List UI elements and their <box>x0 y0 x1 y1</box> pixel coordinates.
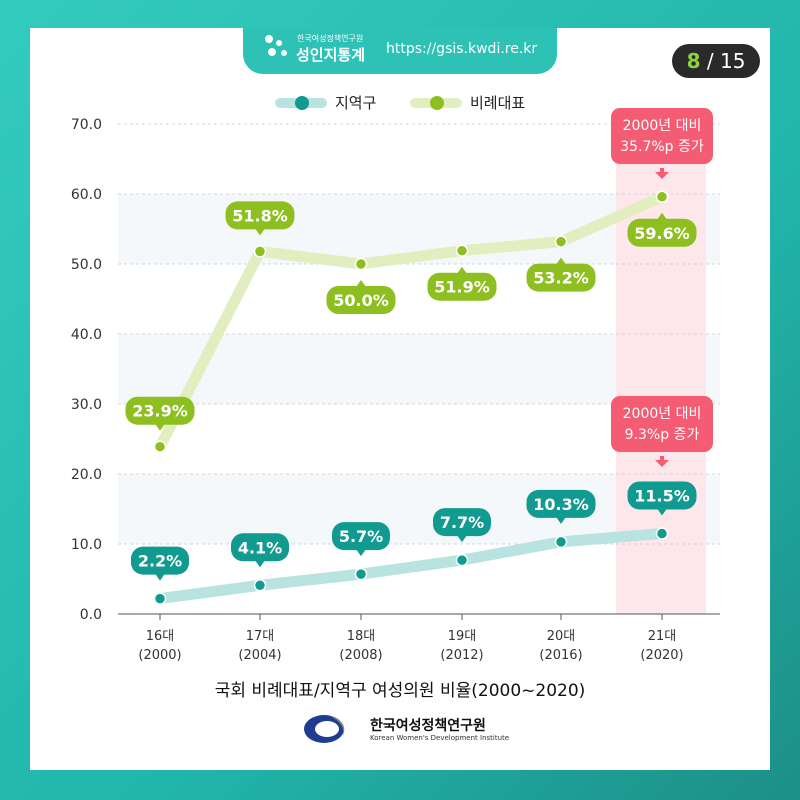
svg-text:51.9%: 51.9% <box>434 278 490 297</box>
svg-text:5.7%: 5.7% <box>339 527 383 546</box>
y-tick-label: 20.0 <box>71 467 102 483</box>
series-line-district <box>154 528 668 605</box>
data-point-district <box>354 567 368 581</box>
chart-title: 국회 비례대표/지역구 여성의원 비율(2000~2020) <box>214 681 586 701</box>
data-point-district <box>153 592 167 605</box>
x-tick-label: 20대 (2016) <box>539 629 582 663</box>
data-point-district <box>554 535 568 549</box>
svg-text:2.2%: 2.2% <box>138 552 182 571</box>
data-label-district: 10.3% <box>526 489 596 524</box>
legend-swatch-district <box>275 95 327 110</box>
data-label-proportional: 59.6% <box>627 212 697 247</box>
footer-org-korean: 한국여성정책연구원 <box>370 718 486 734</box>
svg-text:51.8%: 51.8% <box>232 206 288 225</box>
y-tick-label: 70.0 <box>71 117 102 133</box>
data-label-proportional: 23.9% <box>125 396 195 431</box>
data-label-district: 2.2% <box>131 546 189 581</box>
legend-item-district: 지역구 <box>275 92 376 113</box>
svg-text:9.3%p 증가: 9.3%p 증가 <box>625 427 700 443</box>
page-current: 8 <box>686 49 701 73</box>
y-tick-label: 30.0 <box>71 397 102 413</box>
data-label-proportional: 50.0% <box>326 280 396 314</box>
svg-text:2000년 대비: 2000년 대비 <box>623 118 702 134</box>
data-point-district <box>253 579 267 592</box>
data-label-proportional: 51.9% <box>427 266 497 301</box>
x-tick-label: 21대 (2020) <box>640 629 683 663</box>
data-point-proportional <box>455 244 469 257</box>
svg-text:53.2%: 53.2% <box>533 269 589 288</box>
header-tab <box>243 28 557 74</box>
chart-legend: 지역구 비례대표 <box>0 92 800 116</box>
legend-label-district: 지역구 <box>335 94 377 112</box>
brand-name: 성인지통계 <box>296 46 366 64</box>
data-point-proportional <box>554 235 568 248</box>
data-point-proportional <box>354 257 368 271</box>
kwdi-logo-icon <box>304 715 345 743</box>
x-tick-label: 19대 (2012) <box>440 629 483 663</box>
data-point-proportional <box>153 440 167 453</box>
svg-text:23.9%: 23.9% <box>132 402 188 421</box>
y-tick-label: 60.0 <box>71 187 102 203</box>
legend-item-proportional: 비례대표 <box>410 92 525 113</box>
data-label-district: 11.5% <box>627 481 697 516</box>
x-tick-label: 17대 (2004) <box>238 629 281 663</box>
svg-text:2000년 대비: 2000년 대비 <box>623 406 702 422</box>
page-total: 15 <box>719 49 746 73</box>
increase-callout: 2000년 대비 9.3%p 증가 <box>611 396 713 467</box>
brand-org-small: 한국여성정책연구원 <box>297 34 364 43</box>
data-label-proportional: 53.2% <box>526 257 596 292</box>
page-separator: / <box>706 49 714 73</box>
legend-label-proportional: 비례대표 <box>470 94 526 112</box>
y-tick-label: 0.0 <box>80 607 102 623</box>
data-label-district: 5.7% <box>332 522 390 557</box>
data-point-district <box>455 553 469 567</box>
x-tick-label: 16대 (2000) <box>138 629 181 663</box>
x-tick-label: 18대 (2008) <box>339 629 382 663</box>
data-label-district: 7.7% <box>433 508 491 543</box>
series-line-proportional <box>154 191 668 453</box>
data-point-proportional <box>253 245 267 258</box>
page-indicator: 8 / 15 <box>672 44 760 78</box>
svg-text:10.3%: 10.3% <box>533 495 589 514</box>
footer-org-english: Korean Women's Development Institute <box>370 734 510 742</box>
increase-callout: 2000년 대비 35.7%p 증가 <box>611 108 713 179</box>
svg-text:11.5%: 11.5% <box>634 487 690 506</box>
y-tick-label: 40.0 <box>71 327 102 343</box>
data-label-district: 4.1% <box>231 533 289 568</box>
data-point-district <box>655 527 669 540</box>
brand-logo-icon <box>265 35 287 56</box>
y-tick-label: 10.0 <box>71 537 102 553</box>
legend-swatch-proportional <box>410 95 462 110</box>
data-label-proportional: 51.8% <box>225 201 295 236</box>
brand-url[interactable]: https://gsis.kwdi.re.kr <box>386 41 538 57</box>
svg-text:35.7%p 증가: 35.7%p 증가 <box>620 139 704 155</box>
svg-text:59.6%: 59.6% <box>634 224 690 243</box>
svg-text:4.1%: 4.1% <box>238 538 282 557</box>
svg-text:50.0%: 50.0% <box>333 291 389 310</box>
svg-text:7.7%: 7.7% <box>440 513 484 532</box>
data-point-proportional <box>655 190 669 204</box>
y-tick-label: 50.0 <box>71 257 102 273</box>
